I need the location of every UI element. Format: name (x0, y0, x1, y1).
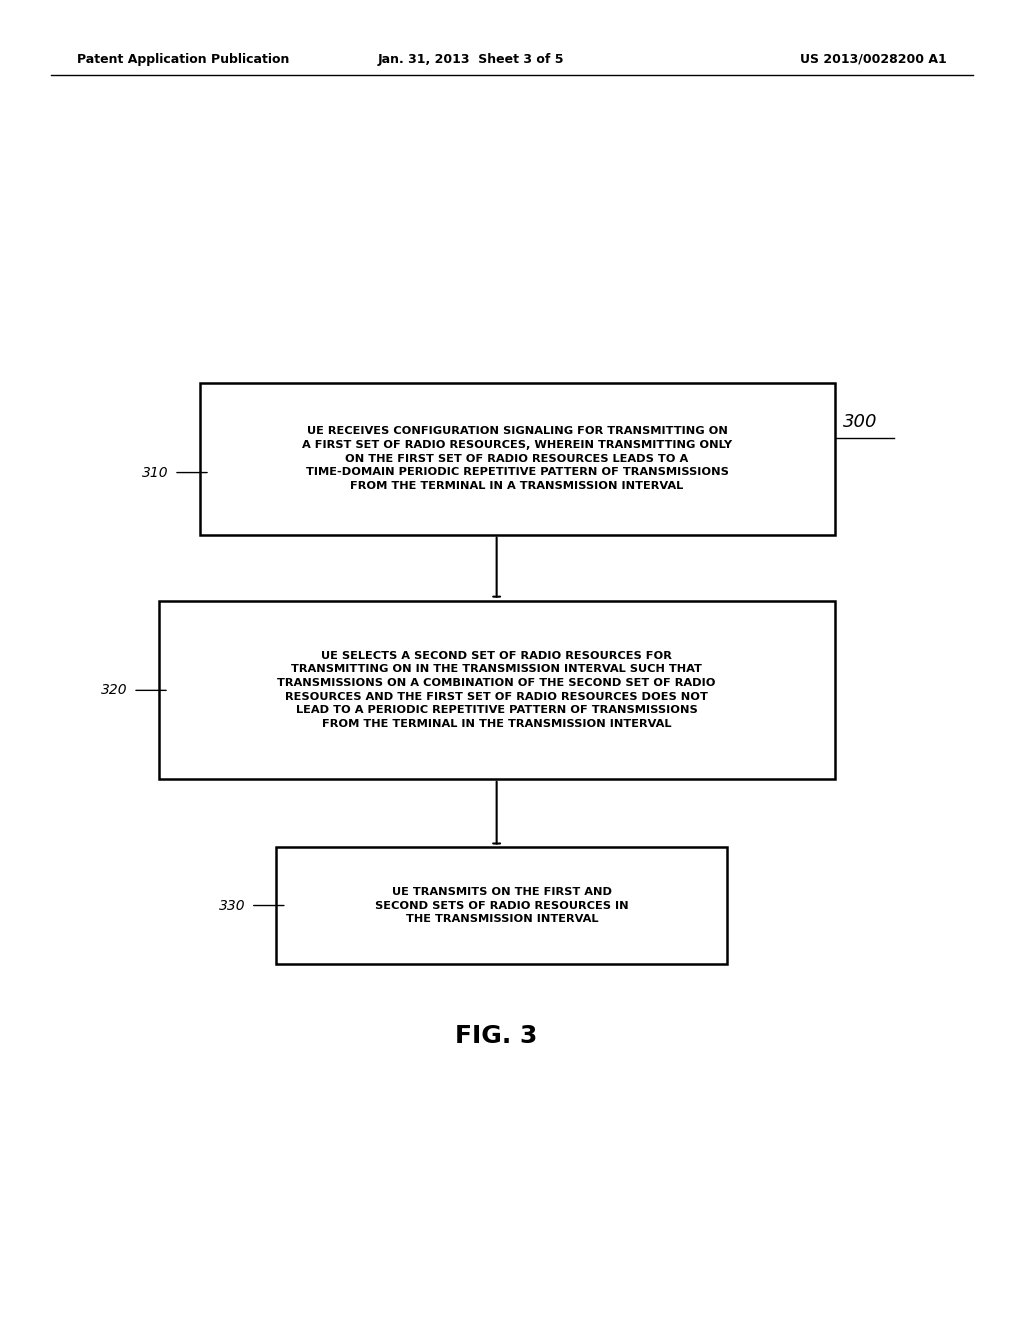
Text: Patent Application Publication: Patent Application Publication (77, 53, 289, 66)
Text: UE TRANSMITS ON THE FIRST AND
SECOND SETS OF RADIO RESOURCES IN
THE TRANSMISSION: UE TRANSMITS ON THE FIRST AND SECOND SET… (375, 887, 629, 924)
FancyBboxPatch shape (276, 847, 727, 964)
Text: UE SELECTS A SECOND SET OF RADIO RESOURCES FOR
TRANSMITTING ON IN THE TRANSMISSI: UE SELECTS A SECOND SET OF RADIO RESOURC… (278, 651, 716, 729)
Text: 330: 330 (219, 899, 246, 912)
Text: 310: 310 (142, 466, 169, 479)
Text: 320: 320 (101, 684, 128, 697)
FancyBboxPatch shape (159, 601, 835, 779)
Text: FIG. 3: FIG. 3 (456, 1024, 538, 1048)
Text: US 2013/0028200 A1: US 2013/0028200 A1 (801, 53, 947, 66)
Text: 300: 300 (843, 413, 878, 432)
FancyBboxPatch shape (200, 383, 835, 535)
Text: Jan. 31, 2013  Sheet 3 of 5: Jan. 31, 2013 Sheet 3 of 5 (378, 53, 564, 66)
Text: UE RECEIVES CONFIGURATION SIGNALING FOR TRANSMITTING ON
A FIRST SET OF RADIO RES: UE RECEIVES CONFIGURATION SIGNALING FOR … (302, 426, 732, 491)
